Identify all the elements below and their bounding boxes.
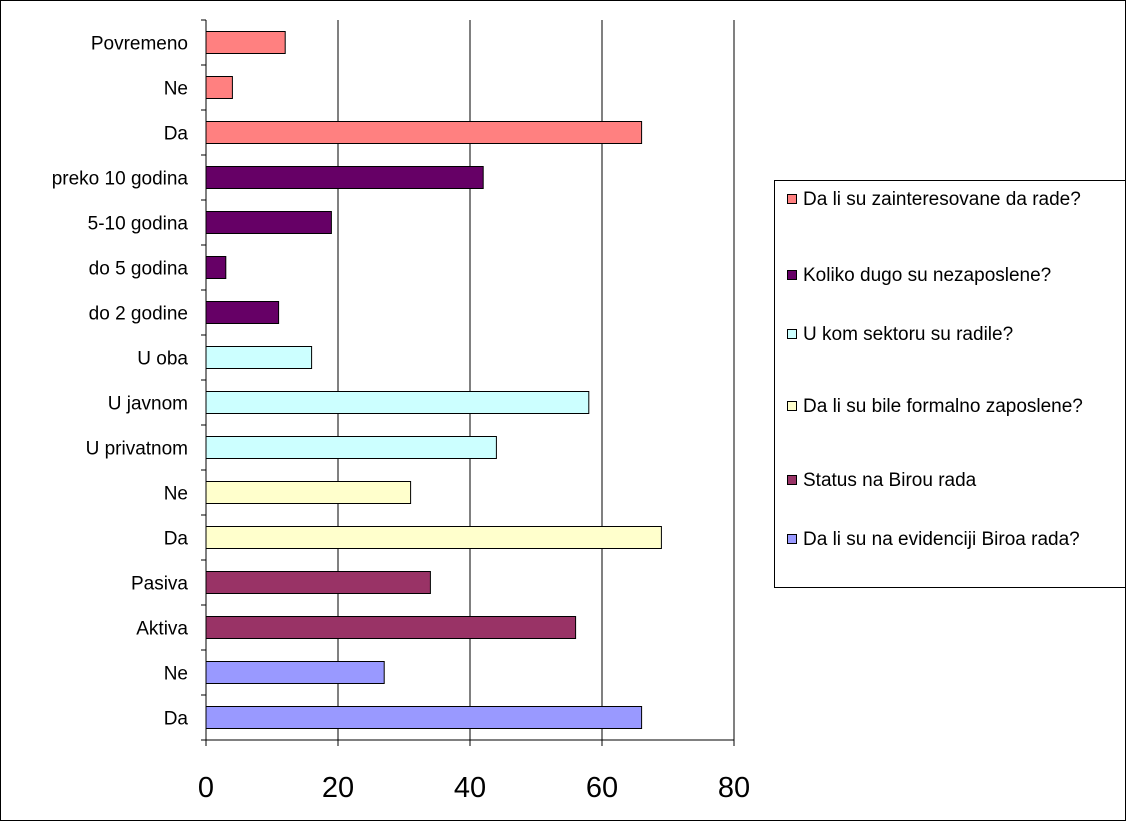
legend-label: U kom sektoru su radile? [803,324,1014,345]
bar [205,76,233,99]
chart-legend: Da li su zainteresovane da rade? Koliko d… [774,180,1126,588]
bar [205,211,332,234]
y-category-label: U oba [137,349,188,370]
bar [205,571,431,594]
bar [205,301,280,324]
bar [205,661,385,684]
x-tick-label: 0 [198,772,214,804]
y-category-label: Da [164,709,189,730]
y-category-label: do 5 godina [89,259,189,280]
legend-label: Da li su zainteresovane da rade? [803,189,1081,210]
bar [205,121,643,144]
bar [205,706,643,729]
y-category-label: U privatnom [86,439,188,460]
y-category-label: do 2 godine [89,304,188,325]
legend-swatch [787,475,797,485]
y-category-label: Da [164,124,189,145]
legend-label: Koliko dugo su nezaposlene? [803,265,1052,286]
legend-label: Status na Birou rada [803,470,977,491]
x-tick-label: 40 [454,772,486,804]
x-tick-label: 80 [718,772,750,804]
y-category-label: Povremeno [91,34,188,55]
legend-swatch [787,401,797,411]
legend-swatch [787,270,797,280]
bar [205,346,313,369]
bar [205,166,484,189]
y-category-label: Pasiva [131,574,188,595]
bar [205,256,227,279]
x-tick-label: 20 [322,772,354,804]
legend-swatch [787,329,797,339]
bar [205,481,412,504]
y-category-label: Ne [164,79,188,100]
bar [205,436,497,459]
y-category-label: preko 10 godina [52,169,189,190]
y-category-label: Ne [164,484,188,505]
y-category-label: 5-10 godina [88,214,189,235]
y-category-label: Ne [164,664,188,685]
bar [205,31,286,54]
bar [205,526,662,549]
x-tick-label: 60 [586,772,618,804]
y-category-label: Da [164,529,189,550]
y-category-label: U javnom [108,394,188,415]
y-category-label: Aktiva [136,619,188,640]
legend-label: Da li su bile formalno zaposlene? [803,396,1083,417]
legend-swatch [787,194,797,204]
legend-label: Da li su na evidenciji Biroa rada? [803,529,1080,550]
bar [205,391,590,414]
legend-swatch [787,534,797,544]
bar [205,616,577,639]
